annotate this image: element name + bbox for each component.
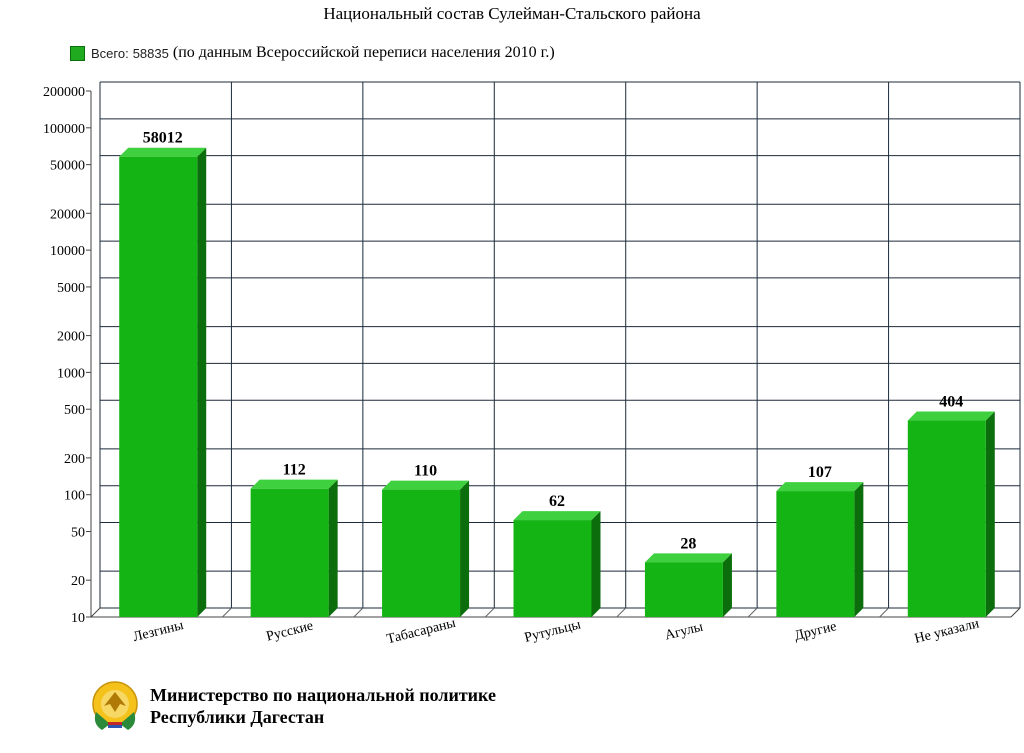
y-tick-label: 1000 bbox=[57, 366, 85, 381]
bar-top bbox=[907, 411, 995, 421]
bar-top bbox=[250, 479, 338, 489]
x-tick-label: Другие bbox=[793, 619, 838, 644]
bar-top bbox=[119, 147, 207, 157]
data-label: 28 bbox=[680, 535, 696, 552]
x-tick-label: Табасараны bbox=[385, 616, 458, 648]
y-tick-label: 500 bbox=[64, 403, 85, 418]
y-tick-label: 200000 bbox=[43, 85, 85, 100]
y-tick-label: 5000 bbox=[57, 281, 85, 296]
dagestan-emblem-icon bbox=[92, 681, 138, 730]
x-tick-label: Русские bbox=[265, 619, 315, 645]
bar-side bbox=[197, 147, 207, 617]
floor-divider bbox=[353, 607, 364, 618]
y-tick-label: 10000 bbox=[50, 244, 85, 259]
y-tick-label: 20000 bbox=[50, 207, 85, 222]
data-label: 62 bbox=[549, 493, 565, 510]
bar bbox=[250, 488, 329, 617]
floor-edge bbox=[90, 607, 101, 618]
bar bbox=[776, 491, 855, 617]
bar-side bbox=[722, 553, 732, 617]
x-tick-label: Рутульцы bbox=[523, 617, 583, 646]
x-tick-label: Лезгины bbox=[132, 618, 186, 645]
y-tick-label: 20 bbox=[71, 574, 85, 589]
x-tick-label: Не указали bbox=[913, 616, 981, 647]
bar-side bbox=[985, 411, 995, 617]
data-label: 404 bbox=[939, 394, 963, 411]
x-tick-label: Агулы bbox=[664, 620, 706, 644]
ministry-line-1: Министерство по национальной политике bbox=[150, 685, 496, 705]
y-tick-label: 2000 bbox=[57, 330, 85, 345]
bar-top bbox=[513, 511, 601, 521]
floor-divider bbox=[879, 607, 889, 618]
y-tick-label: 10 bbox=[71, 611, 85, 626]
y-tick-label: 200 bbox=[64, 452, 85, 467]
legend-total: 58835 bbox=[132, 45, 169, 61]
bar bbox=[907, 420, 986, 617]
floor-divider bbox=[616, 607, 627, 618]
floor-divider bbox=[747, 607, 758, 618]
chart-title: Национальный состав Сулейман-Стальского … bbox=[323, 4, 701, 23]
bar bbox=[382, 489, 461, 617]
bar-side bbox=[854, 482, 864, 617]
bar bbox=[513, 520, 592, 617]
bar-side bbox=[328, 479, 338, 617]
y-tick-label: 100 bbox=[64, 489, 85, 504]
legend-note: (по данным Всероссийской переписи населе… bbox=[172, 44, 555, 61]
bar bbox=[119, 156, 198, 617]
data-label: 58012 bbox=[143, 130, 183, 147]
bar-top bbox=[776, 482, 864, 492]
legend-swatch bbox=[70, 45, 85, 61]
legend-label: Всего: bbox=[91, 45, 129, 61]
chart-legend: Всего: 58835 (по данным Всероссийской пе… bbox=[70, 44, 555, 62]
bar-top bbox=[644, 553, 732, 563]
bar-side bbox=[460, 480, 470, 617]
ministry-footer: Министерство по национальной политике Ре… bbox=[90, 678, 496, 734]
data-label: 110 bbox=[414, 463, 437, 480]
ministry-line-2: Республики Дагестан bbox=[150, 707, 325, 727]
bar bbox=[644, 562, 723, 617]
data-label: 112 bbox=[283, 462, 306, 479]
floor-divider bbox=[484, 607, 495, 618]
bar-side bbox=[591, 511, 601, 617]
y-tick-label: 50000 bbox=[50, 159, 85, 174]
data-label: 107 bbox=[808, 464, 832, 481]
floor-divider bbox=[222, 607, 232, 618]
bar-top bbox=[382, 480, 470, 490]
y-tick-label: 50 bbox=[71, 526, 85, 541]
y-tick-label: 100000 bbox=[43, 122, 85, 137]
floor-edge bbox=[1010, 607, 1021, 618]
